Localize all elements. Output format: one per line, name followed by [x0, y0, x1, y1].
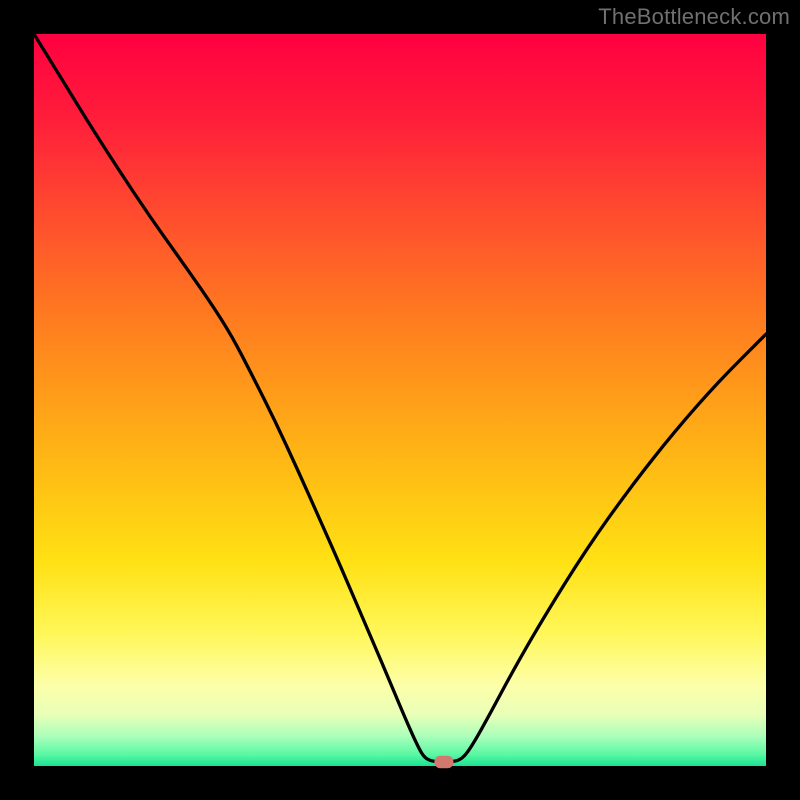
- plot-gradient-bg: [34, 34, 766, 766]
- chart-container: TheBottleneck.com: [0, 0, 800, 800]
- optimal-point-marker: [434, 756, 453, 768]
- watermark-text: TheBottleneck.com: [598, 4, 790, 30]
- bottleneck-curve-chart: [0, 0, 800, 800]
